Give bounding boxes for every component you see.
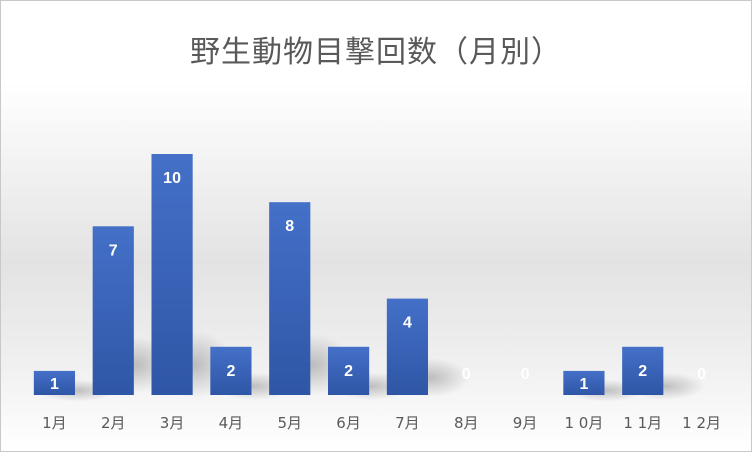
data-label-6: 2 [344, 363, 353, 380]
bar-3 [151, 154, 193, 395]
bar-7 [386, 298, 429, 395]
x-tick-label-3: 3月 [160, 414, 185, 432]
bar-2 [92, 226, 134, 395]
x-tick-label-5: 5月 [277, 414, 302, 432]
x-tick-label-2: 2月 [101, 414, 126, 432]
x-tick-label-8: 8月 [454, 414, 479, 432]
x-tick-label-10: 1 0月 [564, 414, 603, 432]
data-label-9: 0 [521, 366, 530, 383]
x-tick-label-1: 1月 [42, 414, 67, 432]
data-label-11: 2 [638, 363, 647, 380]
data-label-2: 7 [109, 242, 118, 259]
data-label-12: 0 [697, 366, 706, 383]
data-label-4: 2 [226, 363, 235, 380]
x-tick-label-12: 1 2月 [682, 414, 721, 432]
data-label-5: 8 [285, 218, 294, 235]
data-label-1: 1 [50, 376, 59, 393]
chart-title: 野生動物目撃回数（月別） [190, 35, 562, 70]
x-tick-label-6: 6月 [336, 414, 361, 432]
bar-11 [622, 346, 664, 395]
x-tick-label-4: 4月 [219, 414, 244, 432]
bar-10 [563, 370, 605, 395]
data-label-8: 0 [462, 366, 471, 383]
data-label-10: 1 [579, 376, 588, 393]
bar-1 [33, 370, 76, 395]
x-tick-label-9: 9月 [513, 414, 538, 432]
bar-5 [269, 202, 311, 395]
data-label-7: 4 [403, 315, 412, 332]
bar-6 [327, 346, 370, 395]
x-tick-label-11: 1 1月 [623, 414, 662, 432]
bar-4 [210, 346, 252, 395]
x-tick-label-7: 7月 [395, 414, 420, 432]
data-label-3: 10 [163, 170, 181, 187]
